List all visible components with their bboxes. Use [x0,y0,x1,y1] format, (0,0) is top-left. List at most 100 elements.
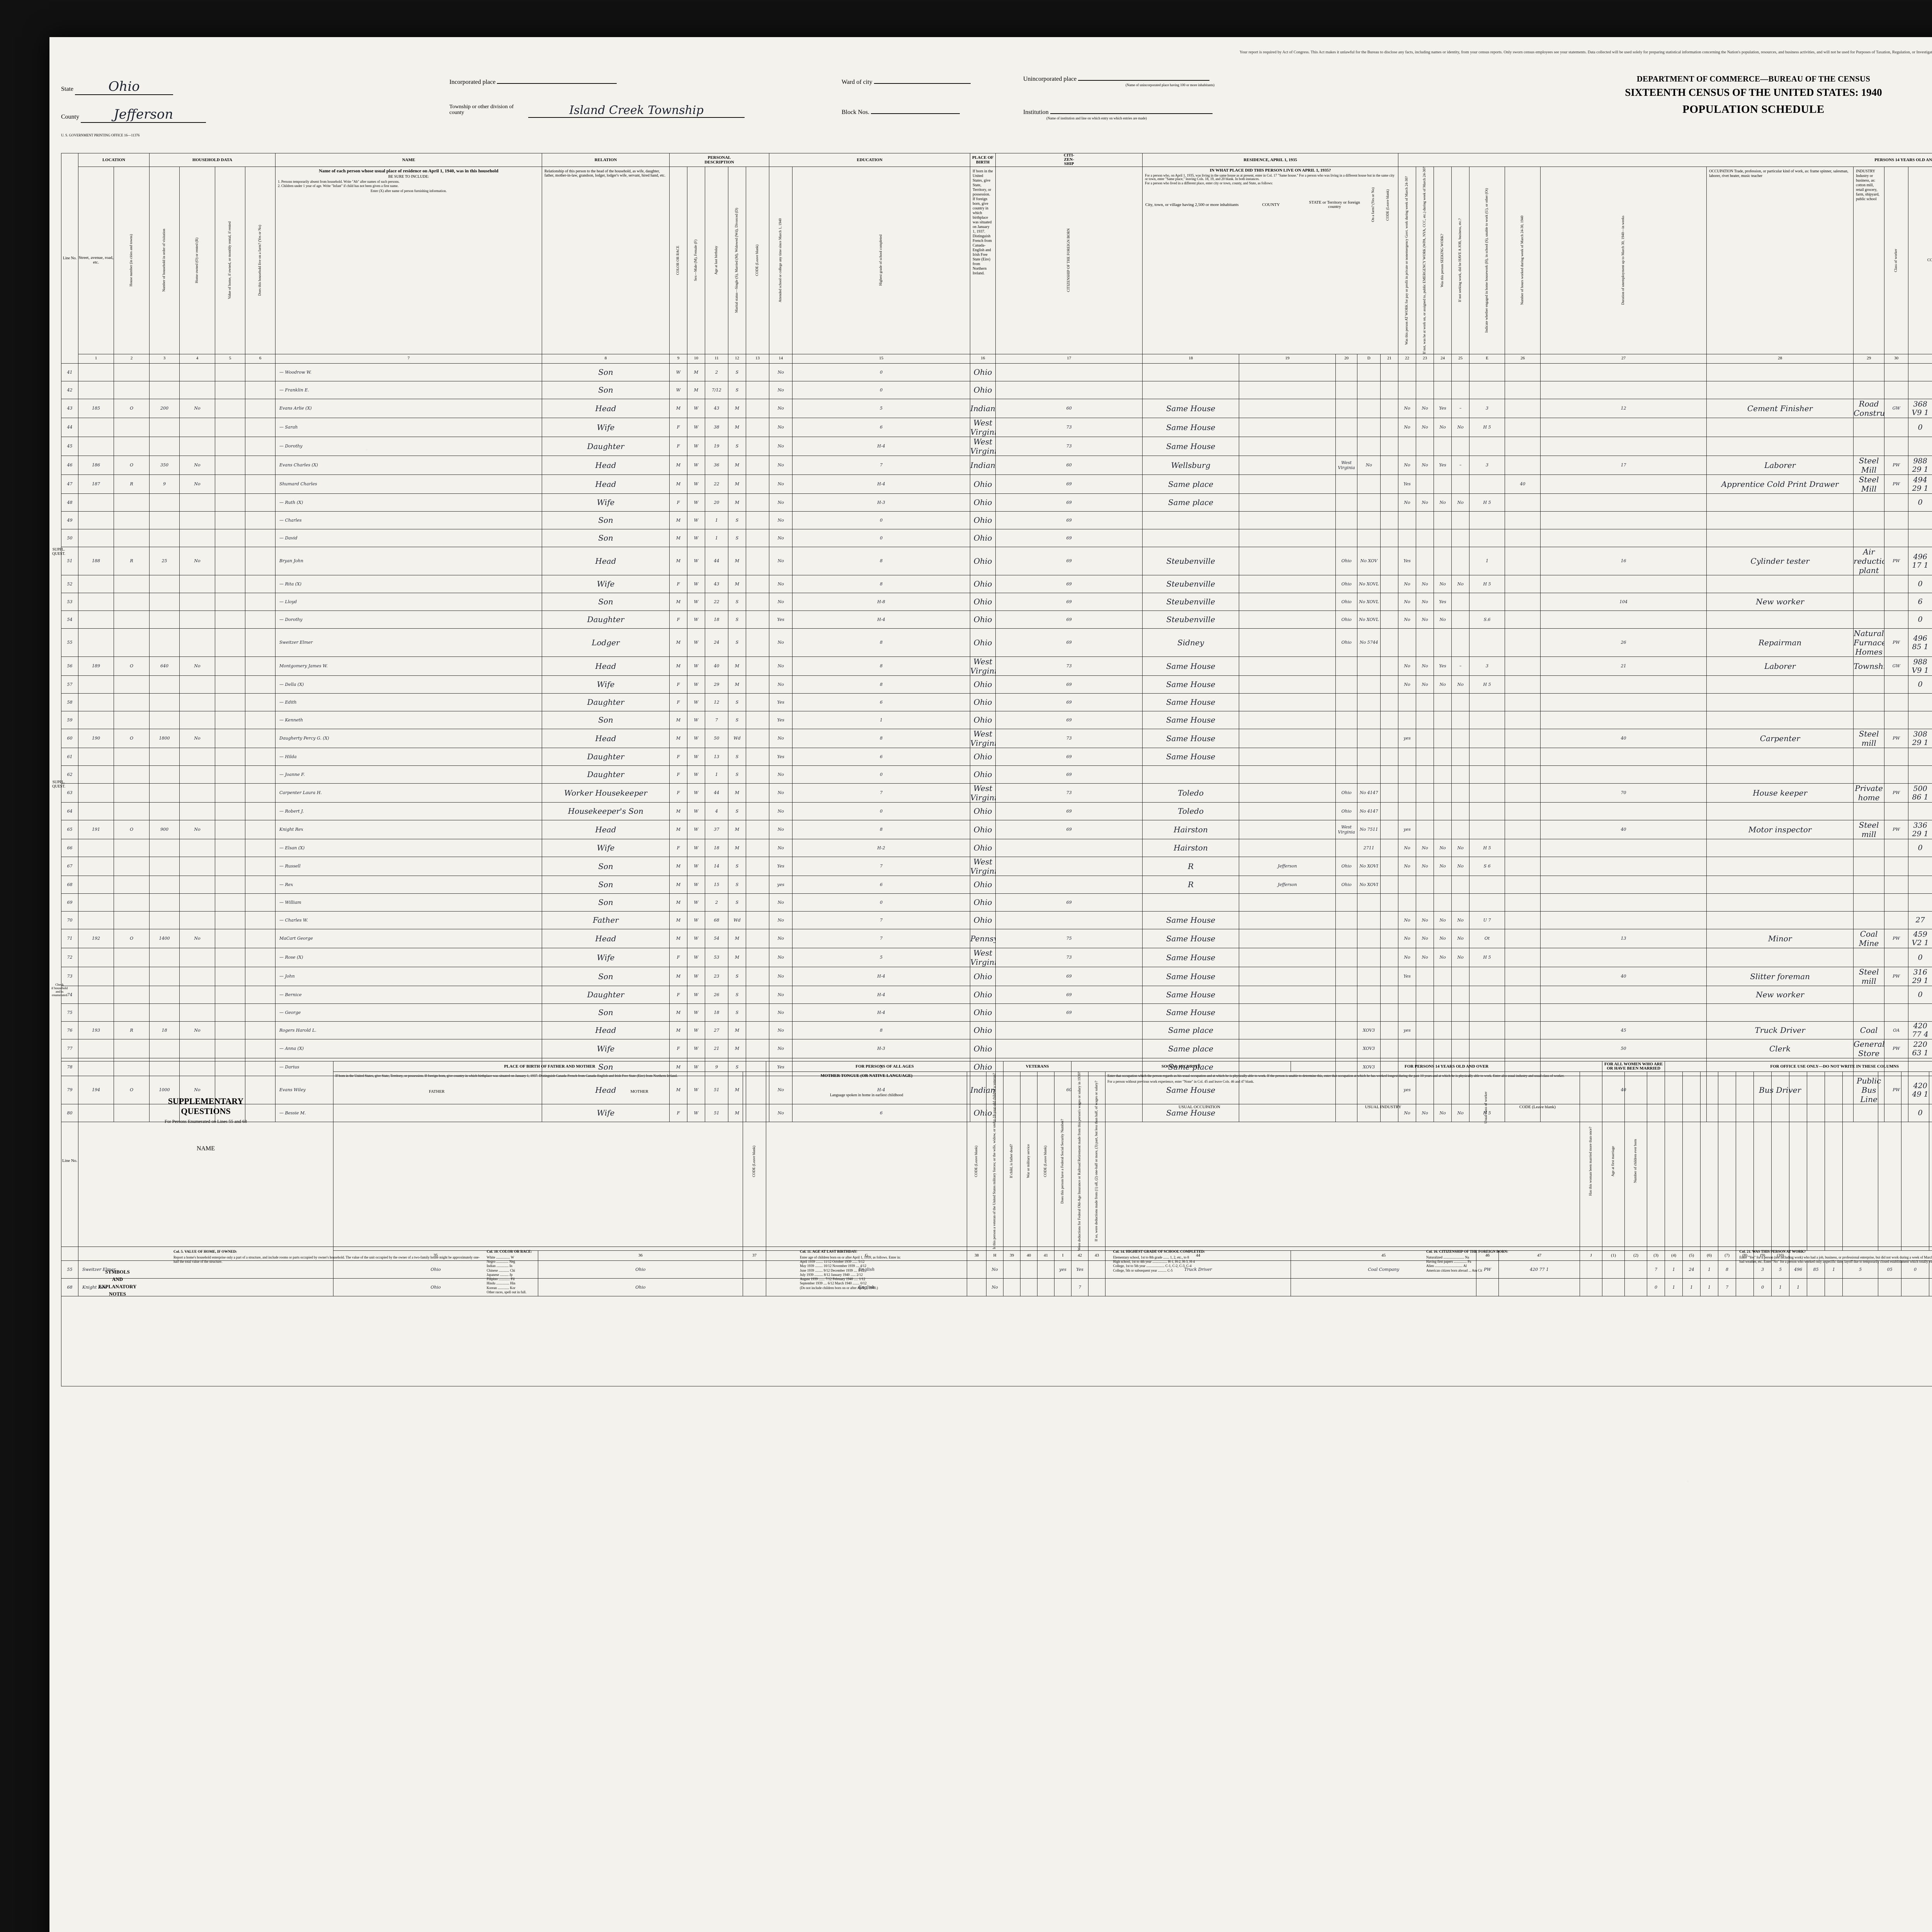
name-cell[interactable]: — Della (X) [275,675,543,694]
emp-public-cell[interactable] [1416,1021,1434,1039]
household-order-cell[interactable] [149,1003,180,1022]
duration-cell[interactable] [1540,802,1707,820]
school-cell[interactable]: No [769,546,793,575]
code-cell-a[interactable]: 0 [1908,838,1932,857]
industry-cell[interactable]: Steel Mill [1853,474,1885,494]
supp-veteran-father-cell[interactable] [1003,1278,1021,1297]
sex-cell[interactable]: M [687,381,706,399]
house-number-cell[interactable]: O [114,656,150,676]
name-cell[interactable]: — Rex [275,875,543,894]
code-cell-a[interactable]: 368 V9 1 [1908,398,1932,418]
household-order-cell[interactable] [149,966,180,986]
emp-hadjob-cell[interactable] [1451,693,1470,711]
occupation-cell[interactable] [1706,875,1854,894]
sex-cell[interactable]: W [687,856,706,876]
hours-worked-cell[interactable] [1505,455,1541,475]
marital-cell[interactable]: M [728,474,747,494]
home-value-cell[interactable] [215,765,245,784]
class-worker-cell[interactable] [1884,711,1909,729]
street-cell[interactable] [78,363,114,381]
residence-farm-cell[interactable] [1357,985,1381,1004]
emp-status-cell[interactable] [1469,474,1505,494]
name-cell[interactable]: — Rita (X) [275,575,543,593]
home-value-cell[interactable] [215,381,245,399]
code-cell-a[interactable]: 0 [1908,417,1932,437]
marital-cell[interactable]: S [728,802,747,820]
supp-usual-industry-cell[interactable]: Coal Company [1291,1260,1477,1279]
age-cell[interactable]: 50 [705,728,729,748]
residence-state-cell[interactable] [1335,363,1358,381]
residence-county-cell[interactable] [1239,783,1336,803]
birthplace-cell[interactable]: Ohio [970,875,996,894]
name-cell[interactable]: Evans Arlie (X) [275,398,543,418]
industry-cell[interactable] [1853,381,1885,399]
race-cell[interactable]: M [669,592,688,611]
street-cell[interactable] [78,436,114,456]
emp-seeking-cell[interactable] [1434,893,1452,912]
code-cell-a[interactable] [1908,856,1932,876]
supp-veteran-cell[interactable]: No [986,1278,1004,1297]
home-value-cell[interactable] [215,610,245,629]
home-value-cell[interactable] [215,875,245,894]
relation-cell[interactable]: Daughter [542,693,670,711]
emp-private-cell[interactable] [1398,381,1417,399]
emp-private-cell[interactable]: Yes [1398,546,1417,575]
relation-cell[interactable]: Head [542,656,670,676]
industry-cell[interactable]: Road Construction [1853,398,1885,418]
duration-cell[interactable]: 21 [1540,656,1707,676]
citizenship-cell[interactable]: 69 [995,765,1143,784]
house-number-cell[interactable] [114,911,150,929]
code-cell-a[interactable] [1908,436,1932,456]
emp-status-cell[interactable]: H 5 [1469,417,1505,437]
marital-cell[interactable]: M [728,656,747,676]
emp-private-cell[interactable] [1398,511,1417,529]
residence-farm-cell[interactable]: No XOVI [1357,856,1381,876]
race-cell[interactable]: F [669,947,688,967]
relation-cell[interactable]: Head [542,820,670,839]
school-cell[interactable]: No [769,911,793,929]
sex-cell[interactable]: W [687,529,706,547]
birthplace-cell[interactable]: Ohio [970,802,996,820]
citizenship-cell[interactable]: 60 [995,398,1143,418]
citizenship-cell[interactable] [995,363,1143,381]
duration-cell[interactable] [1540,711,1707,729]
birthplace-cell[interactable]: Pennsylvania [970,929,996,948]
marital-cell[interactable]: M [728,1039,747,1058]
house-number-cell[interactable] [114,628,150,657]
home-value-cell[interactable] [215,802,245,820]
grade-cell[interactable]: 8 [792,628,971,657]
home-owned-cell[interactable] [179,592,215,611]
race-cell[interactable]: M [669,966,688,986]
occupation-cell[interactable]: Motor inspector [1706,820,1854,839]
name-cell[interactable]: — Dorothy [275,436,543,456]
school-cell[interactable]: No [769,493,793,512]
home-value-cell[interactable] [215,417,245,437]
name-cell[interactable]: — John [275,966,543,986]
citizenship-cell[interactable]: 69 [995,893,1143,912]
supp-office-cell-1[interactable]: 1 [1665,1278,1683,1297]
name-cell[interactable]: — Rose (X) [275,947,543,967]
household-order-cell[interactable] [149,363,180,381]
supp-office-cell-2[interactable]: 1 [1682,1278,1701,1297]
table-row[interactable]: 76 193 R 18 No Rogers Harold L. Head M W 27 M No 8 Oh… [61,1021,1932,1039]
duration-cell[interactable] [1540,985,1707,1004]
citizenship-cell[interactable]: 69 [995,675,1143,694]
residence-state-cell[interactable] [1335,511,1358,529]
industry-cell[interactable] [1853,747,1885,766]
hours-worked-cell[interactable] [1505,947,1541,967]
home-owned-cell[interactable] [179,1003,215,1022]
household-order-cell[interactable] [149,783,180,803]
farm-cell[interactable] [245,592,276,611]
age-cell[interactable]: 1 [705,765,729,784]
street-cell[interactable]: 186 [78,455,114,475]
industry-cell[interactable] [1853,529,1885,547]
table-row[interactable]: 64— Robert J. Housekeeper's Son M W 4 S No 0 Ohi… [61,802,1932,820]
industry-cell[interactable] [1853,875,1885,894]
relation-cell[interactable]: Son [542,529,670,547]
code-cell-a[interactable] [1908,765,1932,784]
class-worker-cell[interactable] [1884,363,1909,381]
home-owned-cell[interactable] [179,838,215,857]
emp-hadjob-cell[interactable] [1451,436,1470,456]
name-cell[interactable]: — David [275,529,543,547]
class-worker-cell[interactable]: PW [1884,728,1909,748]
